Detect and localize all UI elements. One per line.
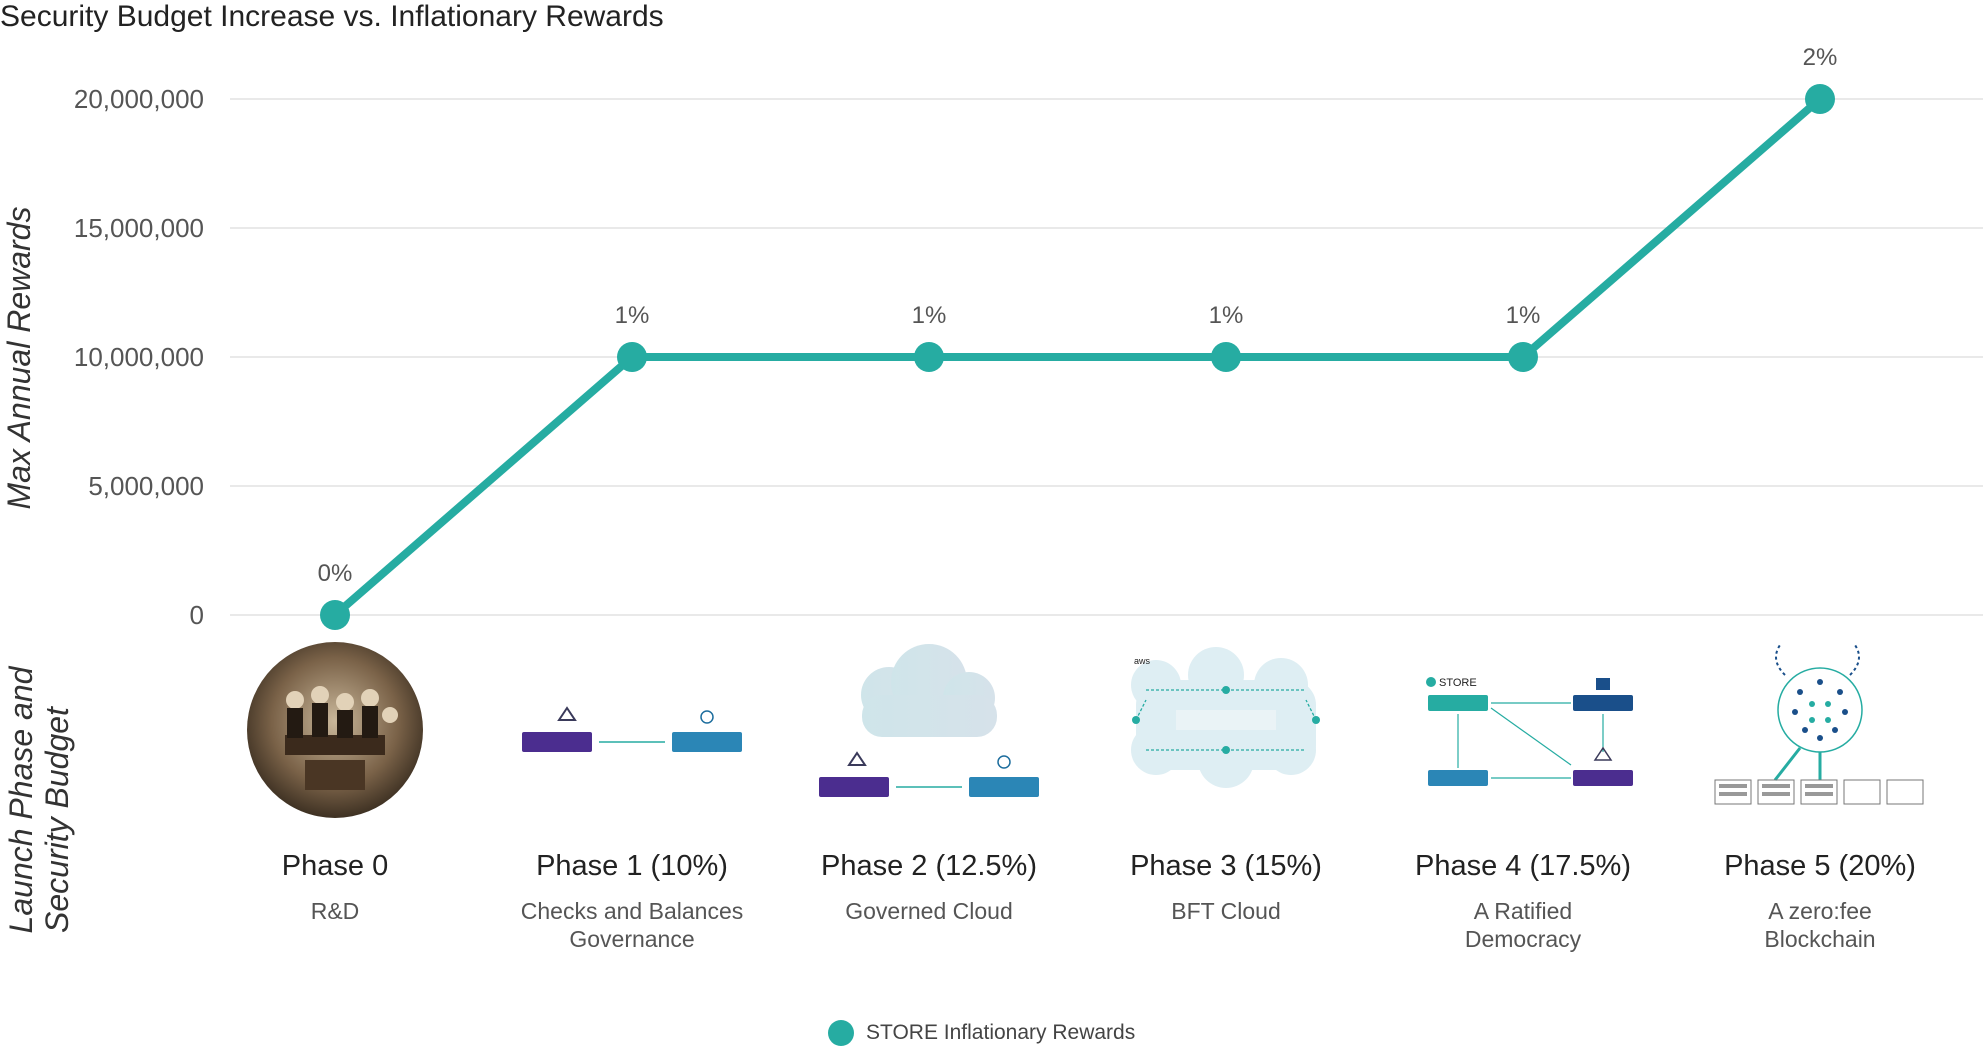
data-label: 1% [1209,302,1244,329]
data-label: 0% [318,560,353,587]
y-tick-label: 5,000,000 [88,471,204,501]
legend-label: STORE Inflationary Rewards [866,1021,1136,1044]
y-axis-title: Max Annual Rewards [1,207,37,510]
democracy-diagram-thumbnail: STORE [1426,677,1633,786]
phase-column-3: aws Phase 3 (15%) BFT Cloud [1086,640,1366,925]
data-point [1211,342,1241,372]
point-labels: 0% 1% 1% 1% 1% 2% [318,44,1838,587]
data-point [320,600,350,630]
y-axis-ticks: 0 5,000,000 10,000,000 15,000,000 20,000,000 [74,84,204,630]
phase-desc: R&D [310,898,360,924]
legend-swatch-icon [828,1020,854,1046]
data-label: 1% [615,302,650,329]
phase-name: Phase 2 (12.5%) [820,850,1037,882]
phase-column-4: STORE Phase 4 (17.5%) A Ratified Democra… [1383,640,1663,953]
phase-desc: BFT Cloud [1171,898,1281,924]
phase-column-2: Phase 2 (12.5%) Governed Cloud [789,640,1069,925]
phase-name: Phase 0 [281,850,389,882]
y-tick-label: 15,000,000 [74,213,204,243]
phase-column-5: Phase 5 (20%) A zero:fee Blockchain [1680,640,1960,953]
data-label: 1% [912,302,947,329]
phase-desc: A zero:fee Blockchain [1764,898,1876,952]
phase-column-0: Phase 0 R&D [195,640,475,925]
series-line [332,95,1823,619]
phase-desc: Checks and Balances Governance [520,898,744,952]
y-tick-label: 10,000,000 [74,342,204,372]
store-logo-text: STORE [1439,677,1477,689]
cloud-diagram-thumbnail [819,644,1039,797]
phase-name: Phase 4 (17.5%) [1414,850,1631,882]
phase-desc: A Ratified Democracy [1464,898,1582,952]
phase-name: Phase 5 (20%) [1724,850,1916,882]
data-point [617,342,647,372]
x-axis-title-line1: Launch Phase and [3,665,39,933]
data-label: 2% [1803,44,1838,71]
data-point [914,342,944,372]
data-point [1508,342,1538,372]
y-tick-label: 0 [190,600,204,630]
legend: STORE Inflationary Rewards [828,1020,1135,1046]
phase-name: Phase 3 (15%) [1130,850,1322,882]
aws-logo: aws [1134,656,1151,666]
y-tick-label: 20,000,000 [74,84,204,114]
chart-title: Security Budget Increase vs. Inflationar… [0,0,664,33]
bft-cloud-diagram-thumbnail: aws [1131,647,1320,788]
phase-name: Phase 1 (10%) [536,850,728,882]
x-axis-title-line2: Security Budget [39,706,75,933]
data-point [1805,84,1835,114]
phase-desc: Governed Cloud [845,898,1013,924]
phase-column-1: Phase 1 (10%) Checks and Balances Govern… [492,640,772,953]
blockchain-diagram-thumbnail [1714,644,1924,805]
governance-diagram-thumbnail [522,706,742,752]
painting-thumbnail [247,642,423,818]
data-label: 1% [1506,302,1541,329]
series-layer [320,84,1835,630]
